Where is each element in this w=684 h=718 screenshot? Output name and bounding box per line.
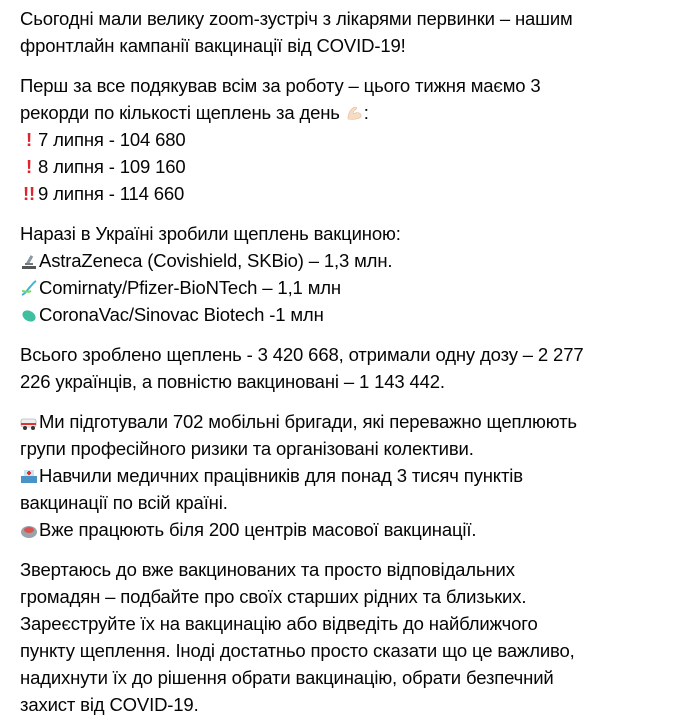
text-line: надихнути їх до рішення обрати вакцинаці…	[20, 667, 554, 688]
text-span: рекорди по кількості щеплень за день	[20, 102, 340, 123]
record-item: ! 8 липня - 109 160	[20, 153, 684, 180]
text-line: 226 українців, а повністю вакциновані – …	[20, 371, 445, 392]
microbe-icon	[22, 310, 36, 322]
colon: :	[363, 102, 369, 123]
paragraph-vaccines: Наразі в Україні зробили щеплень вакцино…	[20, 220, 684, 328]
record-item: ! 7 липня - 104 680	[20, 126, 684, 153]
text-line: захист від COVID-19.	[20, 694, 199, 715]
vaccine-text: CoronaVac/Sinovac Biotech -1 млн	[39, 304, 324, 325]
vaccine-item: CoronaVac/Sinovac Biotech -1 млн	[20, 301, 684, 328]
hospital-icon	[21, 470, 37, 483]
stadium-icon	[21, 526, 37, 538]
exclamation-icon: !	[25, 129, 32, 150]
measure-item: Ми підготували 702 мобільні бригади, які…	[20, 408, 684, 435]
text-line: рекорди по кількості щеплень за день :	[20, 99, 684, 126]
vaccine-text: Comirnaty/Pfizer-BioNTech – 1,1 млн	[39, 277, 341, 298]
text-line: Перш за все подякував всім за роботу – ц…	[20, 75, 541, 96]
text-line: громадян – подбайте про своїх старших рі…	[20, 586, 527, 607]
text-line: фронтлайн кампанії вакцинації від COVID-…	[20, 35, 406, 56]
record-text: 9 липня - 114 660	[38, 183, 185, 204]
paragraph-records: Перш за все подякував всім за роботу – ц…	[20, 72, 684, 207]
record-text: 7 липня - 104 680	[38, 129, 186, 150]
ambulance-icon	[20, 418, 37, 430]
text-line: Наразі в Україні зробили щеплень вакцино…	[20, 223, 401, 244]
paragraph-measures: Ми підготували 702 мобільні бригади, які…	[20, 408, 684, 543]
measure-item: Навчили медичних працівників для понад 3…	[20, 462, 684, 489]
text-line: групи професійного ризики та організован…	[20, 438, 474, 459]
exclamation-icon: !	[25, 156, 32, 177]
measure-text: Вже працюють біля 200 центрів масової ва…	[39, 519, 477, 540]
microscope-icon	[22, 255, 36, 269]
vaccine-item: Comirnaty/Pfizer-BioNTech – 1,1 млн	[20, 274, 684, 301]
measure-text: Навчили медичних працівників для понад 3…	[39, 465, 523, 486]
text-line: Сьогодні мали велику zoom-зустріч з ліка…	[20, 8, 573, 29]
text-line: Всього зроблено щеплень - 3 420 668, отр…	[20, 344, 584, 365]
measure-item: Вже працюють біля 200 центрів масової ва…	[20, 516, 684, 543]
record-item: !! 9 липня - 114 660	[20, 180, 684, 207]
record-text: 8 липня - 109 160	[38, 156, 186, 177]
vaccine-text: AstraZeneca (Covishield, SKBio) – 1,3 мл…	[39, 250, 393, 271]
flexed-biceps-icon	[347, 106, 362, 120]
paragraph-totals: Всього зроблено щеплень - 3 420 668, отр…	[20, 341, 684, 395]
measure-text: Ми підготували 702 мобільні бригади, які…	[39, 411, 577, 432]
text-line: вакцинації по всій країні.	[20, 492, 228, 513]
paragraph-intro: Сьогодні мали велику zoom-зустріч з ліка…	[20, 5, 684, 59]
paragraph-appeal: Звертаюсь до вже вакцинованих та просто …	[20, 556, 684, 718]
text-line: пункту щеплення. Іноді достатньо просто …	[20, 640, 575, 661]
text-line: Звертаюсь до вже вакцинованих та просто …	[20, 559, 515, 580]
dna-icon	[21, 280, 37, 296]
vaccine-item: AstraZeneca (Covishield, SKBio) – 1,3 мл…	[20, 247, 684, 274]
text-line: Зареєструйте їх на вакцинацію або відвед…	[20, 613, 538, 634]
double-exclamation-icon: !!	[22, 183, 36, 204]
